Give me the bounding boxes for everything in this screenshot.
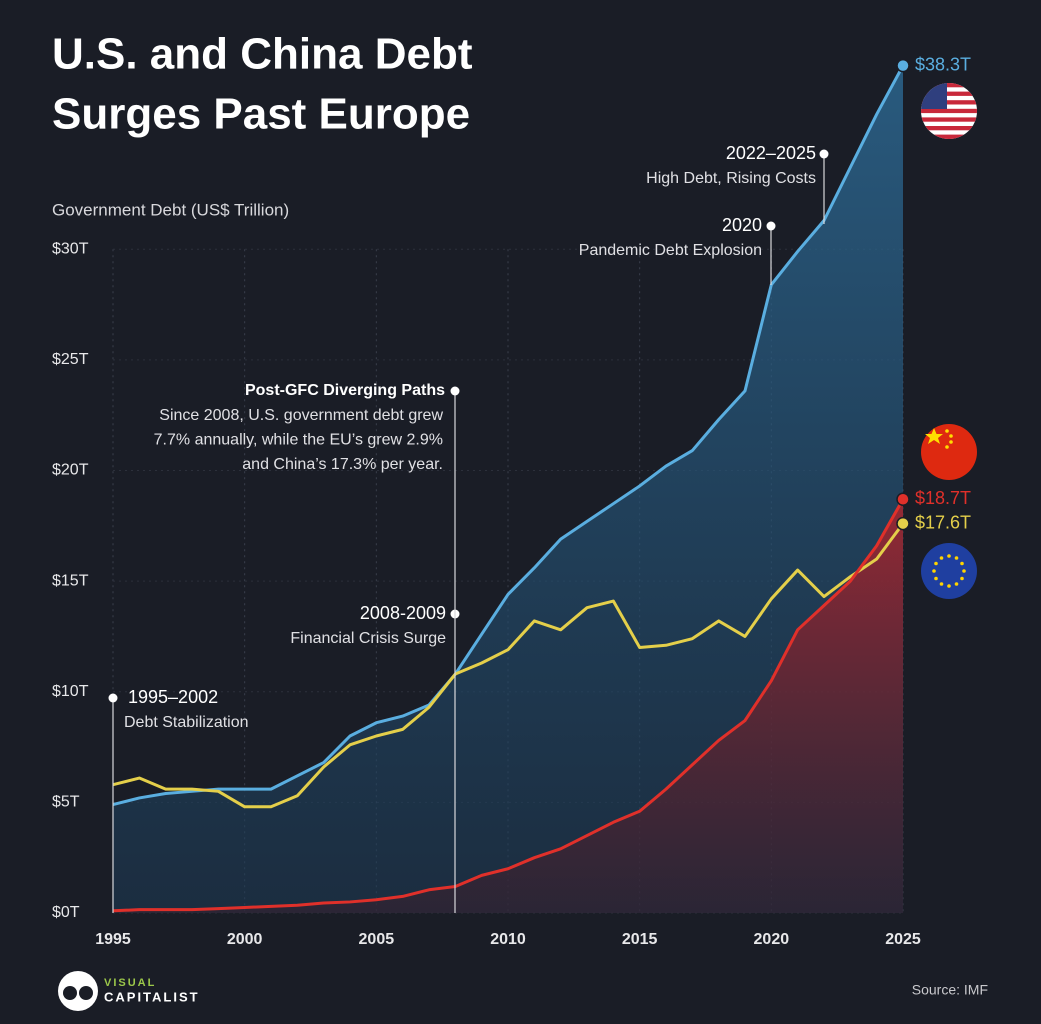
y-tick-label: $30T (52, 240, 89, 257)
brand-logo (58, 971, 98, 1011)
annotation-dot (108, 693, 118, 703)
y-tick-label: $25T (52, 351, 89, 368)
annotation-text: 7.7% annually, while the EU’s grew 2.9% (154, 432, 443, 449)
annotation-text: High Debt, Rising Costs (646, 170, 816, 187)
x-tick-label: 2025 (885, 931, 921, 948)
value-label: $18.7T (915, 488, 971, 508)
y-tick-label: $10T (52, 683, 89, 700)
annotation-title: 2008-2009 (360, 603, 446, 623)
annotation-text: Pandemic Debt Explosion (579, 242, 762, 259)
end-point (896, 492, 910, 507)
y-tick-label: $15T (52, 572, 89, 589)
end-point (896, 516, 910, 531)
annotation-title: 1995–2002 (128, 687, 218, 707)
plot-area: 1995 2000 2005 2010 2015 2020 2025 $0T $5T $10T $1… (52, 54, 971, 948)
annotation-title: 2022–2025 (726, 143, 816, 163)
source: Source: IMF (912, 982, 988, 998)
x-tick-label: 2015 (622, 931, 658, 948)
annotation-text: and China’s 17.3% per year. (242, 456, 443, 473)
y-tick-label: $20T (52, 462, 89, 479)
y-tick-label: $0T (52, 904, 80, 921)
china-flag (921, 424, 977, 480)
value-label: $17.6T (915, 512, 971, 532)
x-tick-label: 2005 (359, 931, 395, 948)
annotation-text: Debt Stabilization (124, 714, 249, 731)
y-tick-label: $5T (52, 794, 80, 811)
x-tick-label: 1995 (95, 931, 131, 948)
line (112, 498, 905, 913)
brand-text: CAPITALIST (104, 989, 200, 1004)
annotation-title: 2020 (722, 215, 762, 235)
value-label: $38.3T (915, 54, 971, 74)
annotation-dot (819, 149, 829, 159)
x-tick-label: 2010 (490, 931, 526, 948)
eu-flag (921, 543, 977, 599)
annotation-text: Since 2008, U.S. government debt grew (159, 407, 443, 424)
us-flag (921, 83, 977, 139)
annotation-title: Post-GFC Diverging Paths (245, 382, 445, 399)
annotation-text: Financial Crisis Surge (290, 630, 446, 647)
chart-title: Surges Past Europe (52, 90, 470, 139)
x-tick-label: 2020 (754, 931, 790, 948)
end-point (896, 58, 910, 73)
line (112, 522, 905, 809)
area (113, 65, 903, 914)
x-tick-label: 2000 (227, 931, 263, 948)
brand-text: VISUAL (104, 977, 156, 989)
annotation-dot (450, 386, 460, 396)
area (113, 499, 903, 913)
y-axis-label: Government Debt (US$ Trillion) (52, 200, 289, 219)
annotation-dot (766, 221, 776, 231)
chart-title: U.S. and China Debt (52, 30, 473, 79)
